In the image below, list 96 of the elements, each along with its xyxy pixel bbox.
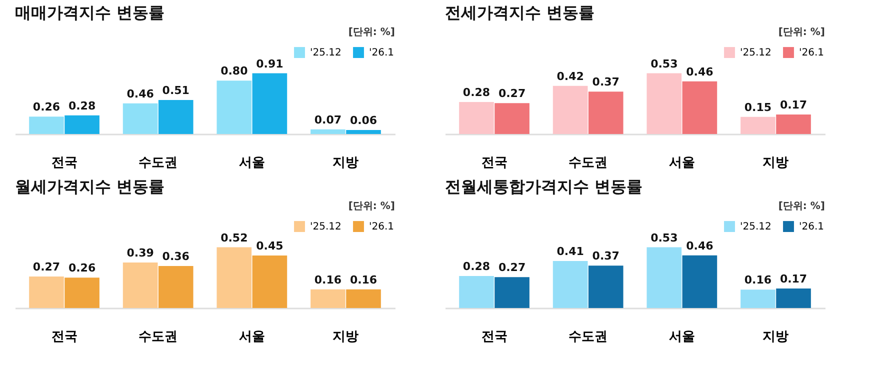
- data-label: 0.91: [256, 57, 284, 70]
- chart-title: 월세가격지수 변동률: [15, 177, 165, 196]
- data-label: 0.15: [744, 100, 772, 114]
- data-label: 0.53: [650, 231, 678, 244]
- bar: [588, 266, 624, 308]
- bar: [310, 129, 346, 134]
- data-label: 0.46: [686, 65, 714, 78]
- data-label: 0.45: [256, 239, 284, 252]
- bar: [158, 266, 194, 308]
- data-label: 0.27: [498, 87, 526, 100]
- bar: [122, 262, 158, 308]
- legend-label: '26.1: [799, 48, 824, 59]
- data-label: 0.26: [68, 262, 96, 275]
- bar: [646, 73, 682, 134]
- data-label: 0.51: [162, 84, 190, 97]
- x-tick-label: 서울: [238, 156, 265, 170]
- bar: [459, 102, 494, 134]
- text: [단위: %]: [348, 201, 395, 212]
- bar: [682, 81, 718, 134]
- data-label: 0.27: [32, 260, 60, 274]
- bar: [310, 289, 346, 308]
- data-label: 0.06: [350, 114, 378, 127]
- bar: [646, 247, 682, 308]
- data-label: 0.16: [314, 273, 342, 286]
- data-label: 0.46: [126, 87, 154, 100]
- bar: [552, 86, 588, 134]
- data-label: 0.27: [498, 261, 526, 274]
- data-label: 0.42: [556, 70, 584, 83]
- data-label: 0.07: [314, 113, 342, 126]
- data-label: 0.37: [592, 76, 620, 89]
- bar: [252, 255, 288, 308]
- bar: [346, 289, 381, 308]
- data-label: 0.16: [744, 274, 772, 287]
- legend-label: '25.12: [740, 222, 772, 233]
- bar: [494, 103, 530, 134]
- legend-label: '25.12: [310, 48, 342, 59]
- bar: [776, 288, 811, 308]
- bar: [346, 130, 381, 134]
- data-label: 0.37: [592, 250, 620, 263]
- x-tick-label: 지방: [332, 156, 359, 170]
- data-label: 0.39: [126, 246, 154, 260]
- x-tick-label: 서울: [668, 330, 695, 344]
- chart-title: 전세가격지수 변동률: [445, 3, 595, 22]
- legend-label: '25.12: [740, 48, 772, 59]
- data-label: 0.80: [220, 64, 248, 78]
- x-tick-label: 지방: [332, 330, 359, 344]
- x-tick-label: 서울: [668, 156, 695, 170]
- legend-label: '26.1: [369, 222, 394, 233]
- data-label: 0.16: [350, 273, 378, 286]
- bar: [494, 277, 530, 308]
- data-label: 0.53: [650, 57, 678, 70]
- legend-label: '26.1: [799, 222, 824, 233]
- data-label: 0.46: [686, 239, 714, 252]
- bar: [216, 80, 252, 134]
- data-label: 0.52: [220, 231, 248, 244]
- x-tick-label: 서울: [238, 330, 265, 344]
- data-label: 0.17: [780, 98, 808, 112]
- bar: [252, 73, 288, 134]
- text: [단위: %]: [778, 27, 825, 38]
- bar: [29, 116, 64, 134]
- bar: [740, 116, 776, 134]
- data-label: 0.28: [462, 260, 490, 273]
- bar: [64, 115, 100, 134]
- bar: [682, 255, 718, 308]
- data-label: 0.36: [162, 250, 190, 263]
- chart-title: 전월세통합가격지수 변동률: [445, 177, 643, 196]
- x-tick-label: 전국: [481, 156, 508, 170]
- bar: [740, 290, 776, 308]
- bar: [216, 247, 252, 308]
- x-tick-label: 전국: [51, 330, 78, 344]
- x-tick-label: 수도권: [138, 330, 178, 344]
- data-label: 0.17: [780, 272, 808, 286]
- x-tick-label: 수도권: [138, 156, 178, 170]
- text: [단위: %]: [348, 27, 395, 38]
- bar: [776, 114, 811, 134]
- chart-title: 매매가격지수 변동률: [15, 3, 165, 22]
- x-tick-label: 지방: [762, 156, 789, 170]
- x-tick-label: 수도권: [568, 330, 608, 344]
- bar: [588, 92, 624, 134]
- data-label: 0.41: [556, 245, 584, 258]
- legend-label: '25.12: [310, 222, 342, 233]
- data-label: 0.28: [462, 86, 490, 99]
- bar: [29, 276, 64, 308]
- bar: [459, 276, 494, 308]
- x-tick-label: 지방: [762, 330, 789, 344]
- x-tick-label: 전국: [481, 330, 508, 344]
- x-tick-label: 전국: [51, 156, 78, 170]
- bar: [122, 103, 158, 134]
- bar: [552, 261, 588, 308]
- data-label: 0.28: [68, 99, 96, 112]
- data-label: 0.26: [32, 100, 60, 114]
- bar: [64, 278, 100, 308]
- x-tick-label: 수도권: [568, 156, 608, 170]
- bar: [158, 100, 194, 134]
- legend-label: '26.1: [369, 48, 394, 59]
- text: [단위: %]: [778, 201, 825, 212]
